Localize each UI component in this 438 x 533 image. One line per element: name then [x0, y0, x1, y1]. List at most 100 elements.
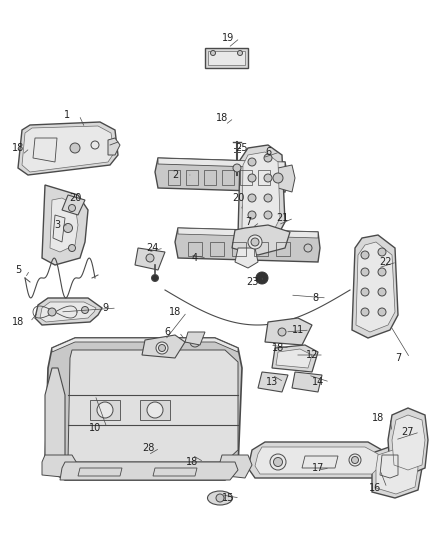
Text: 11: 11 [292, 325, 304, 335]
Polygon shape [356, 242, 395, 332]
Circle shape [152, 274, 159, 281]
Polygon shape [242, 192, 264, 212]
Polygon shape [42, 185, 88, 265]
Polygon shape [60, 462, 238, 480]
Polygon shape [376, 449, 418, 494]
Text: 6: 6 [265, 147, 271, 157]
Polygon shape [135, 248, 165, 270]
Polygon shape [372, 445, 422, 498]
Circle shape [156, 342, 168, 354]
Polygon shape [62, 195, 85, 215]
Circle shape [48, 308, 56, 316]
Polygon shape [158, 158, 285, 168]
Circle shape [248, 211, 256, 219]
Polygon shape [35, 298, 102, 325]
Circle shape [264, 154, 272, 162]
Polygon shape [22, 126, 114, 172]
Polygon shape [388, 408, 428, 475]
Circle shape [264, 194, 272, 202]
Ellipse shape [208, 491, 233, 505]
Circle shape [352, 456, 358, 464]
Text: 6: 6 [164, 327, 170, 337]
Circle shape [70, 143, 80, 153]
Circle shape [378, 248, 386, 256]
Polygon shape [242, 152, 280, 235]
Text: 22: 22 [379, 257, 391, 267]
Circle shape [97, 402, 113, 418]
Circle shape [81, 306, 88, 313]
Circle shape [378, 308, 386, 316]
Text: 12: 12 [306, 350, 318, 360]
Circle shape [159, 344, 166, 351]
Text: 18: 18 [12, 317, 24, 327]
Circle shape [264, 174, 272, 182]
Circle shape [237, 51, 243, 55]
Text: 25: 25 [236, 143, 248, 153]
Polygon shape [255, 447, 380, 474]
Text: 18: 18 [12, 143, 24, 153]
Polygon shape [205, 48, 248, 68]
Polygon shape [272, 345, 318, 372]
Polygon shape [232, 225, 290, 255]
Circle shape [146, 254, 154, 262]
Text: 3: 3 [54, 220, 60, 230]
Circle shape [278, 328, 286, 336]
Text: 24: 24 [146, 243, 158, 253]
Circle shape [361, 308, 369, 316]
Text: 27: 27 [402, 427, 414, 437]
Polygon shape [42, 455, 78, 478]
Polygon shape [352, 235, 398, 338]
Circle shape [378, 268, 386, 276]
Circle shape [248, 194, 256, 202]
Polygon shape [108, 138, 120, 155]
Polygon shape [278, 165, 295, 192]
Text: 18: 18 [372, 413, 384, 423]
Polygon shape [292, 372, 322, 392]
Text: 5: 5 [15, 265, 21, 275]
Polygon shape [142, 335, 185, 358]
Circle shape [248, 158, 256, 166]
Text: 18: 18 [272, 343, 284, 353]
Polygon shape [258, 372, 288, 392]
Circle shape [251, 238, 259, 246]
Polygon shape [178, 228, 318, 238]
Polygon shape [185, 332, 205, 345]
Polygon shape [155, 158, 288, 192]
Circle shape [273, 173, 283, 183]
Circle shape [304, 244, 312, 252]
Polygon shape [140, 400, 170, 420]
Text: 21: 21 [276, 213, 288, 223]
Polygon shape [18, 122, 118, 175]
Circle shape [68, 245, 75, 252]
Text: 4: 4 [192, 253, 198, 263]
Circle shape [256, 272, 268, 284]
Text: 10: 10 [89, 423, 101, 433]
Polygon shape [265, 318, 312, 345]
Text: 15: 15 [222, 493, 234, 503]
Text: 20: 20 [232, 193, 244, 203]
Polygon shape [68, 350, 238, 462]
Polygon shape [208, 51, 245, 65]
Text: 9: 9 [102, 303, 108, 313]
Circle shape [68, 205, 75, 212]
Polygon shape [218, 455, 252, 478]
Text: 13: 13 [266, 377, 278, 387]
Text: 16: 16 [369, 483, 381, 493]
Polygon shape [50, 198, 78, 252]
Polygon shape [248, 442, 385, 478]
Circle shape [216, 494, 224, 502]
Polygon shape [235, 248, 258, 268]
Circle shape [147, 402, 163, 418]
Text: 7: 7 [245, 217, 251, 227]
Polygon shape [276, 349, 312, 368]
Polygon shape [238, 145, 285, 242]
Circle shape [233, 164, 241, 172]
Text: 19: 19 [222, 33, 234, 43]
Text: 7: 7 [395, 353, 401, 363]
Text: 20: 20 [69, 193, 81, 203]
Text: 8: 8 [312, 293, 318, 303]
Circle shape [248, 174, 256, 182]
Text: 18: 18 [186, 457, 198, 467]
Circle shape [64, 223, 73, 232]
Polygon shape [45, 368, 65, 475]
